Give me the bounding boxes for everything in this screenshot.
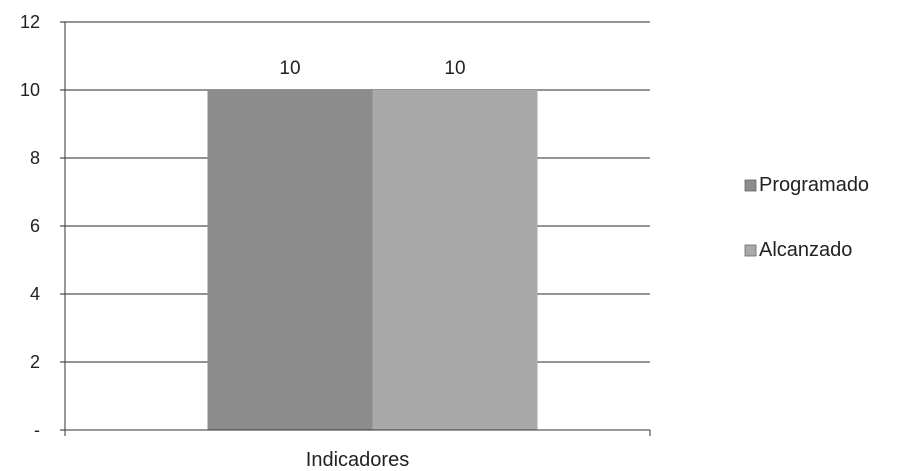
y-tick-label: 8 — [30, 148, 40, 168]
y-tick-label: 2 — [30, 352, 40, 372]
data-label-alcanzado: 10 — [444, 58, 465, 79]
y-tick-label: - — [34, 420, 40, 440]
legend-label-alcanzado: Alcanzado — [759, 239, 852, 261]
y-axis-ticks: - 2 4 6 8 10 12 — [20, 12, 40, 440]
bars — [207, 90, 538, 430]
data-label-programado: 10 — [279, 58, 300, 79]
bar-programado — [207, 90, 373, 430]
y-tick-label: 12 — [20, 12, 40, 32]
legend-swatch-alcanzado — [744, 244, 757, 257]
x-axis-category-label: Indicadores — [306, 449, 409, 471]
legend-swatch-programado — [744, 179, 757, 192]
legend-label-programado: Programado — [759, 174, 869, 196]
y-tick-label: 4 — [30, 284, 40, 304]
bar-alcanzado — [372, 90, 538, 430]
y-tick-label: 10 — [20, 80, 40, 100]
data-labels: 10 10 — [279, 58, 465, 79]
y-tick-label: 6 — [30, 216, 40, 236]
legend: Programado Alcanzado — [744, 174, 869, 261]
